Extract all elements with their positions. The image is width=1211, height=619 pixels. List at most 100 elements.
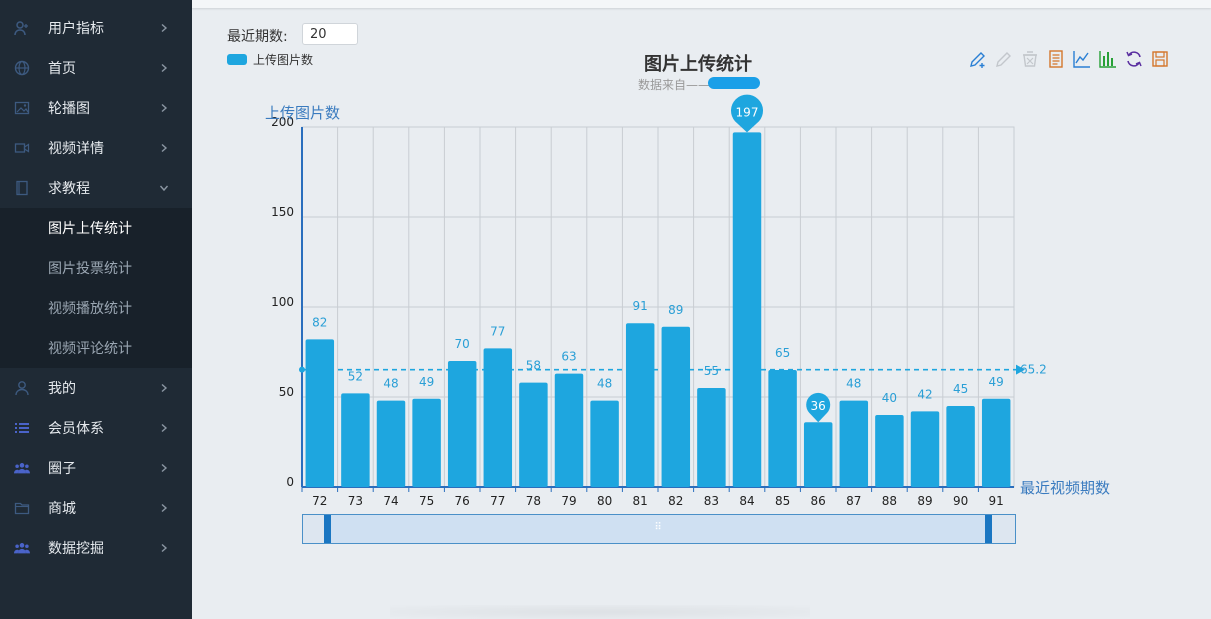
data-label: 52 — [348, 369, 363, 383]
eraser-icon[interactable] — [1020, 49, 1040, 69]
person-icon — [14, 380, 30, 396]
submenu-item-1[interactable]: 图片上传统计 — [0, 208, 192, 248]
x-tick-label: 80 — [597, 494, 612, 508]
x-tick-label: 84 — [739, 494, 754, 508]
data-label: 77 — [490, 324, 505, 338]
submenu-item-2[interactable]: 图片投票统计 — [0, 248, 192, 288]
y-tick-label: 50 — [279, 385, 294, 399]
data-label: 82 — [312, 315, 327, 329]
x-tick-label: 72 — [312, 494, 327, 508]
sidebar-item-8[interactable]: 圈子 — [0, 448, 192, 488]
bar-86 — [803, 422, 833, 487]
x-tick-label: 77 — [490, 494, 505, 508]
bar-73 — [341, 393, 370, 487]
sidebar-item-4[interactable]: 视频详情 — [0, 128, 192, 168]
chevron-right-icon — [156, 140, 172, 156]
data-zoom-left-handle[interactable] — [324, 515, 331, 543]
chevron-right-icon — [156, 60, 172, 76]
sidebar-item-7[interactable]: 会员体系 — [0, 408, 192, 448]
chevron-right-icon — [156, 420, 172, 436]
submenu-item-4[interactable]: 视频评论统计 — [0, 328, 192, 368]
bar-72 — [305, 339, 335, 487]
submenu-item-label: 视频播放统计 — [48, 301, 132, 317]
bar-79 — [554, 373, 584, 487]
pencil-icon[interactable] — [994, 49, 1014, 69]
chart-legend[interactable]: 上传图片数 — [227, 51, 313, 68]
x-tick-label: 78 — [526, 494, 541, 508]
bar-81 — [625, 323, 655, 487]
data-label: 55 — [704, 364, 719, 378]
bar-75 — [412, 398, 441, 487]
data-label: 48 — [846, 377, 861, 391]
x-tick-label: 91 — [989, 494, 1004, 508]
sidebar-item-label: 用户指标 — [48, 21, 104, 37]
sidebar-item-9[interactable]: 商城 — [0, 488, 192, 528]
chart-title: 图片上传统计 — [644, 54, 752, 75]
sidebar-item-label: 我的 — [48, 381, 76, 397]
chart-subtitle: 数据来自—— — [638, 78, 711, 92]
data-label: 58 — [526, 359, 541, 373]
average-line-arrow — [1016, 364, 1025, 375]
data-label: 65 — [775, 346, 790, 360]
group-icon — [14, 540, 30, 556]
x-tick-label: 83 — [704, 494, 719, 508]
image-icon — [14, 100, 30, 116]
data-zoom-right-handle[interactable] — [985, 515, 992, 543]
sidebar-item-1[interactable]: 用户指标 — [0, 8, 192, 48]
legend-label: 上传图片数 — [253, 53, 314, 67]
list-icon — [14, 420, 30, 436]
video-camera-icon — [14, 140, 30, 156]
sidebar-item-label: 圈子 — [48, 461, 76, 477]
x-tick-label: 87 — [846, 494, 861, 508]
chevron-down-icon — [156, 180, 172, 196]
min-markpoint-label: 36 — [811, 399, 826, 413]
bar-76 — [447, 361, 477, 487]
sidebar-item-label: 首页 — [48, 61, 76, 77]
average-line-label: 65.2 — [1020, 363, 1047, 377]
sidebar-item-label: 视频详情 — [48, 141, 104, 157]
data-label: 42 — [917, 387, 932, 401]
bar-91 — [981, 398, 1011, 487]
chevron-right-icon — [156, 540, 172, 556]
recent-periods-input[interactable] — [302, 23, 358, 45]
y-tick-label: 200 — [271, 115, 294, 129]
line-chart-icon[interactable] — [1072, 49, 1092, 69]
submenu-item-3[interactable]: 视频播放统计 — [0, 288, 192, 328]
sidebar-item-5[interactable]: 求教程 — [0, 168, 192, 208]
x-tick-label: 86 — [811, 494, 826, 508]
x-tick-label: 82 — [668, 494, 683, 508]
bar-80 — [590, 400, 619, 487]
x-tick-label: 88 — [882, 494, 897, 508]
sidebar-item-label: 求教程 — [48, 181, 90, 197]
user-chart-icon — [14, 20, 30, 36]
bar-89 — [910, 411, 940, 487]
x-tick-label: 79 — [561, 494, 576, 508]
bar-90 — [946, 406, 975, 487]
chart-toolbox — [968, 49, 1176, 69]
sidebar-item-2[interactable]: 首页 — [0, 48, 192, 88]
data-zoom-drag-icon[interactable]: ⠿ — [654, 522, 662, 533]
y-tick-label: 100 — [271, 295, 294, 309]
data-label: 70 — [455, 337, 470, 351]
pencil-plus-icon[interactable] — [968, 49, 988, 69]
data-zoom-range[interactable] — [331, 515, 985, 543]
sidebar-item-3[interactable]: 轮播图 — [0, 88, 192, 128]
sidebar-item-label: 商城 — [48, 501, 76, 517]
legend-swatch — [227, 54, 247, 65]
bar-85 — [768, 370, 797, 487]
data-view-icon[interactable] — [1046, 49, 1066, 69]
bar-chart-icon[interactable] — [1098, 49, 1118, 69]
data-label: 48 — [597, 377, 612, 391]
data-label: 49 — [419, 375, 434, 389]
sidebar-item-6[interactable]: 我的 — [0, 368, 192, 408]
save-icon[interactable] — [1150, 49, 1170, 69]
globe-icon — [14, 60, 30, 76]
bar-87 — [839, 400, 869, 487]
submenu-item-label: 图片投票统计 — [48, 261, 132, 277]
refresh-icon[interactable] — [1124, 49, 1144, 69]
sidebar-item-10[interactable]: 数据挖掘 — [0, 528, 192, 568]
x-axis-title: 最近视频期数 — [1020, 479, 1110, 497]
chevron-right-icon — [156, 380, 172, 396]
data-label: 40 — [882, 391, 897, 405]
